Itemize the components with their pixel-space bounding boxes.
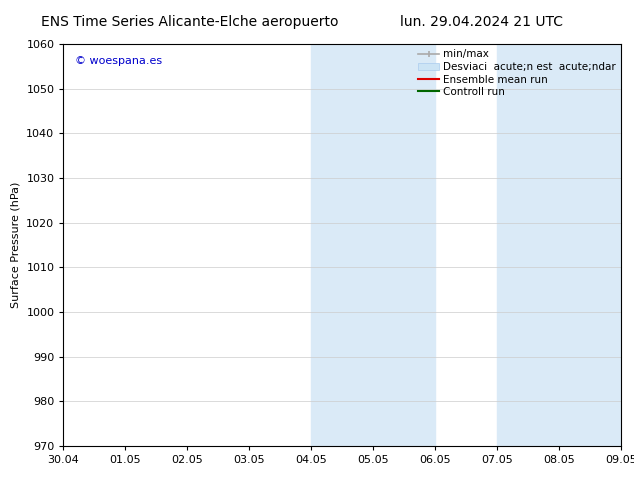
Bar <box>311 44 373 446</box>
Bar <box>559 44 621 446</box>
Text: lun. 29.04.2024 21 UTC: lun. 29.04.2024 21 UTC <box>400 15 564 29</box>
Text: ENS Time Series Alicante-Elche aeropuerto: ENS Time Series Alicante-Elche aeropuert… <box>41 15 339 29</box>
Bar <box>373 44 436 446</box>
Text: © woespana.es: © woespana.es <box>75 56 162 66</box>
Bar <box>497 44 559 446</box>
Y-axis label: Surface Pressure (hPa): Surface Pressure (hPa) <box>11 182 21 308</box>
Legend: min/max, Desviaci  acute;n est  acute;ndar, Ensemble mean run, Controll run: min/max, Desviaci acute;n est acute;ndar… <box>417 47 618 99</box>
